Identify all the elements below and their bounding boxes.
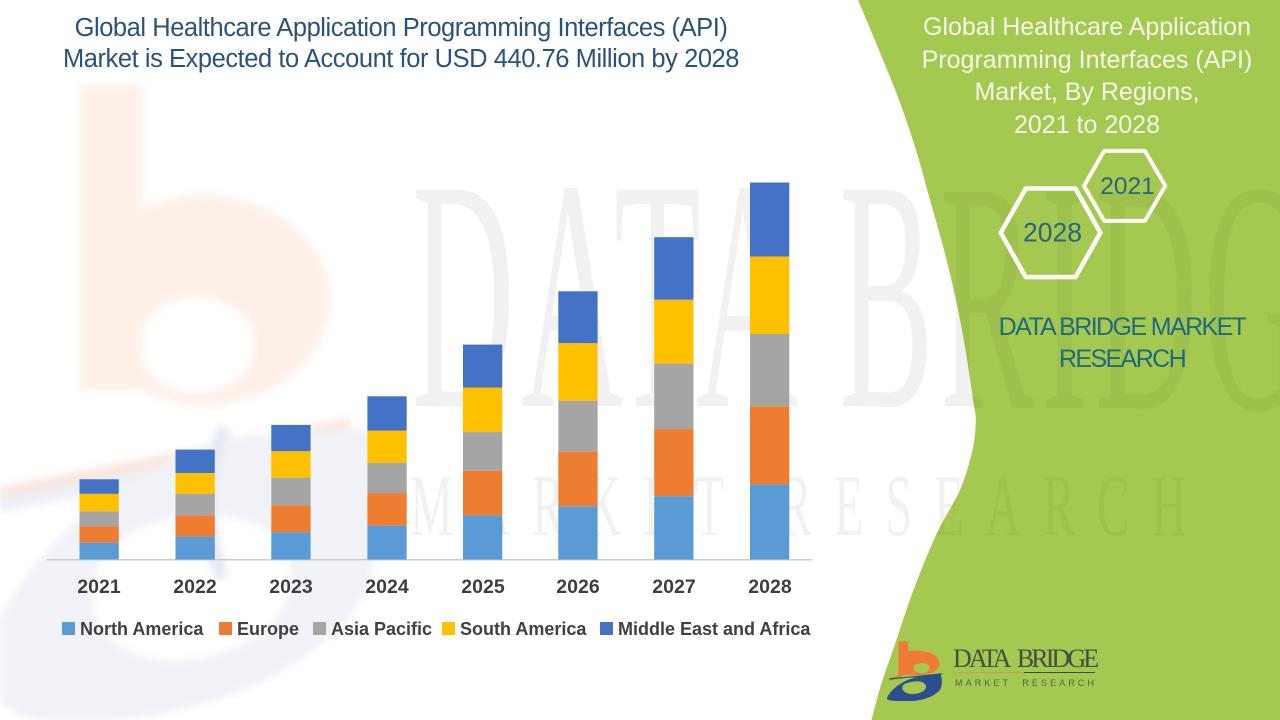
- svg-text:2021: 2021: [1100, 173, 1155, 200]
- svg-text:2028: 2028: [1023, 218, 1082, 248]
